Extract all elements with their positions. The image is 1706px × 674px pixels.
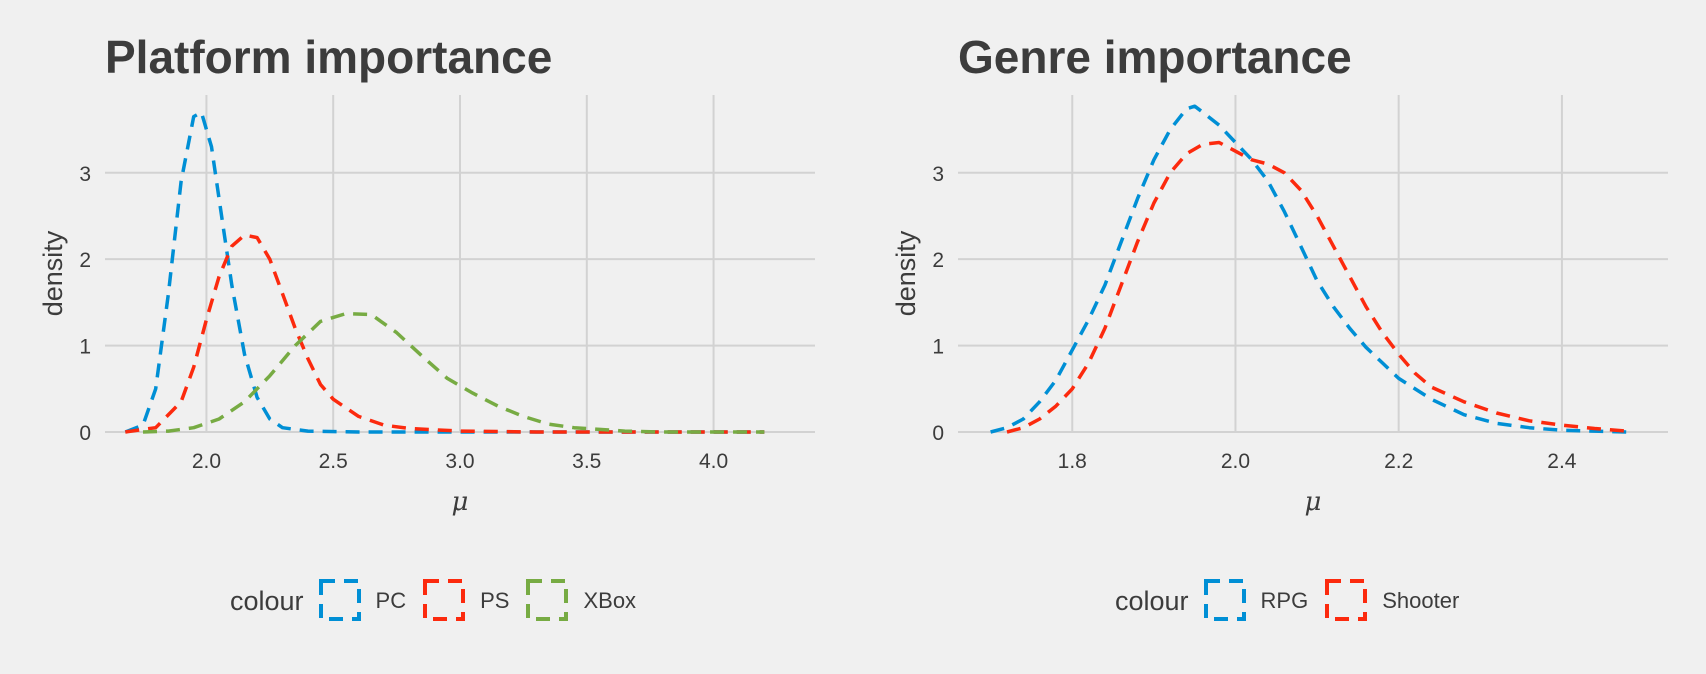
genre-chart-panel: Genre importance 0 1 2 3 1.8 2.0 2.2 2.4 μ densit… [853,0,1706,674]
x-tick-label: 1.8 [1058,450,1087,473]
legend-title: colour [1115,585,1189,616]
legend-key-swatch [1325,579,1368,621]
legend-label: PS [480,588,510,613]
series-line-xbox [142,311,765,434]
series-line-pc [124,110,765,434]
legend-item-rpg: RPG [1203,578,1309,624]
x-tick-label: 2.2 [1384,450,1413,473]
legend-item-xbox: XBox [525,578,636,624]
x-tick-label: 2.0 [192,450,221,473]
legend-label: PC [375,588,407,613]
legend-key-rect [526,579,569,621]
genre-plot: 0 1 2 3 1.8 2.0 2.2 2.4 μ density [891,95,1668,517]
legend-key-swatch [423,579,466,621]
x-tick-label: 3.5 [572,450,601,473]
chart-title: Genre importance [958,31,1352,83]
series-line-rpg [990,104,1628,434]
y-tick-label: 1 [932,336,944,359]
legend-key-rect [318,579,361,621]
y-tick-label: 3 [79,163,91,186]
legend-item-shooter: Shooter [1324,578,1459,624]
legend-key-rect [1203,579,1246,621]
y-tick-label: 2 [932,249,944,272]
series-line-shooter [1006,140,1628,434]
legend-key-rect [1325,579,1368,621]
platform-chart-panel: Platform importance 0 1 2 3 2.0 2.5 3.0 3.5 4.0 μ… [38,31,815,624]
x-tick-label: 2.4 [1547,450,1577,473]
y-axis-label: density [38,230,68,316]
x-axis-label: μ [1305,487,1322,517]
legend: colour PC PS XBox [230,578,652,624]
legend-label: RPG [1260,588,1309,613]
y-tick-label: 1 [79,336,91,359]
y-tick-label: 2 [79,249,91,272]
y-tick-label: 3 [932,163,944,186]
platform-plot: 0 1 2 3 2.0 2.5 3.0 3.5 4.0 μ density [38,95,815,517]
legend-item-ps: PS [422,578,509,624]
chart-title: Platform importance [105,31,553,83]
legend-label: XBox [583,588,637,613]
x-tick-label: 2.0 [1221,450,1250,473]
legend-title: colour [230,585,304,616]
legend-key-swatch [526,579,569,621]
x-tick-label: 3.0 [445,450,474,473]
series-line-ps [125,233,765,434]
legend-key-rect [423,579,466,621]
legend-label: Shooter [1382,588,1460,613]
legend-key-swatch [318,579,361,621]
y-tick-label: 0 [932,422,944,445]
y-axis-label: density [891,230,921,316]
x-tick-label: 4.0 [699,450,728,473]
legend: colour RPG Shooter [1115,578,1475,624]
legend-key-swatch [1203,579,1246,621]
y-tick-label: 0 [79,422,91,445]
legend-item-pc: PC [318,578,407,624]
x-tick-label: 2.5 [319,450,348,473]
x-axis-label: μ [452,487,469,517]
